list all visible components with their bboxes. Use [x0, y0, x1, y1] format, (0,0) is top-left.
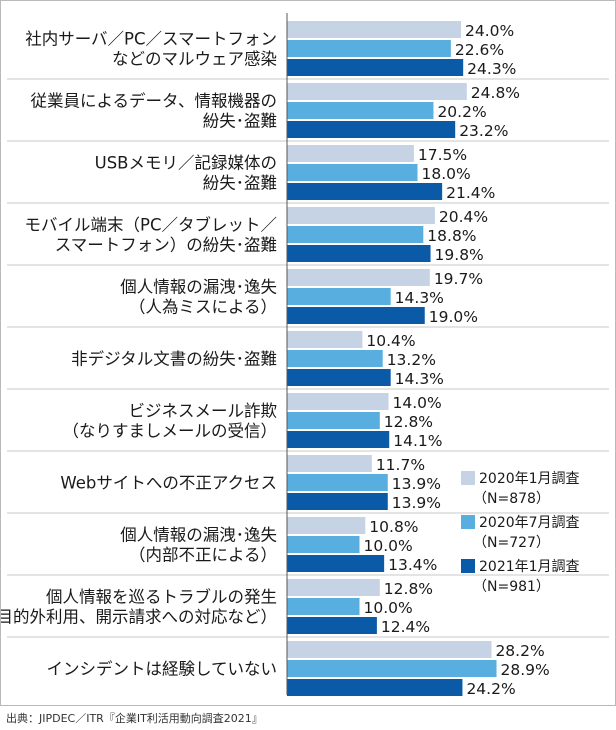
bar [287, 245, 431, 262]
data-label: 12.4% [381, 618, 430, 636]
category-label: 個人情報を巡るトラブルの発生 [46, 587, 277, 607]
data-label: 23.2% [459, 122, 508, 140]
bar [287, 660, 497, 677]
category-label: 非デジタル文書の紛失･盗難 [71, 349, 277, 369]
bar [287, 226, 424, 243]
category-label: インシデントは経験していない [46, 659, 277, 679]
bar [287, 536, 360, 553]
data-label: 18.8% [427, 227, 476, 245]
bar [287, 145, 414, 162]
bar [287, 517, 366, 534]
data-label: 18.0% [422, 165, 471, 183]
category-label: （人為ミスによる） [129, 298, 277, 317]
legend-sample-size: （N=727） [473, 535, 550, 551]
data-label: 19.0% [429, 308, 478, 326]
bar [287, 579, 380, 596]
data-label: 12.8% [384, 580, 433, 598]
category-label: 個人情報の漏洩･逸失 [120, 526, 277, 545]
data-label: 10.0% [364, 599, 413, 617]
bar [287, 431, 390, 448]
bar [287, 679, 463, 696]
data-label: 12.8% [384, 413, 433, 431]
data-label: 14.1% [393, 432, 442, 450]
legend-swatch [461, 515, 475, 529]
bar [287, 269, 430, 286]
chart-frame: 社内サーバ／PC／スマートフォン などのマルウェア感染従業員によるデータ、情報機器… [0, 0, 616, 706]
data-label: 20.2% [437, 103, 486, 121]
bar [287, 493, 388, 510]
data-label: 19.7% [434, 270, 483, 288]
legend-label: 2021年1月調査 [479, 559, 580, 575]
category-label: （内部不正による） [129, 546, 277, 565]
category-label: （目的外利用、開示請求への対応など） [1, 608, 277, 627]
bar [287, 40, 451, 57]
category-label: 個人情報の漏洩･逸失 [120, 278, 277, 297]
bar [287, 393, 389, 410]
bar-chart: 社内サーバ／PC／スマートフォンなどのマルウェア感染従業員によるデータ、情報機器… [1, 13, 609, 698]
source-note: 出典：JIPDEC／ITR『企業IT利活用動向調査2021』 [6, 712, 263, 725]
data-label: 20.4% [439, 208, 488, 226]
bar [287, 474, 388, 491]
data-label: 13.9% [392, 475, 441, 493]
bar [287, 455, 372, 472]
legend-swatch [461, 471, 475, 485]
category-label: などのマルウェア感染 [112, 50, 277, 69]
data-label: 19.8% [435, 246, 484, 264]
category-label: モバイル端末（PC／タブレット／ [25, 215, 277, 235]
data-label: 21.4% [446, 184, 495, 202]
category-label: 紛失･盗難 [203, 174, 277, 193]
data-label: 24.0% [465, 22, 514, 40]
bar [287, 641, 492, 658]
bar [287, 617, 377, 634]
bar [287, 307, 425, 324]
legend-swatch [461, 559, 475, 573]
category-label: 従業員によるデータ、情報機器の [30, 91, 277, 111]
legend-sample-size: （N=981） [473, 579, 550, 595]
bar [287, 102, 434, 119]
bar [287, 555, 385, 572]
legend-label: 2020年7月調査 [479, 515, 580, 531]
data-label: 13.9% [392, 494, 441, 512]
category-label: 紛失･盗難 [203, 112, 277, 131]
bar [287, 598, 360, 615]
data-label: 14.3% [395, 289, 444, 307]
data-label: 28.2% [495, 642, 544, 660]
category-label: Webサイトへの不正アクセス [60, 474, 277, 493]
data-label: 17.5% [418, 146, 467, 164]
data-label: 28.9% [501, 661, 550, 679]
category-label: スマートフォン）の紛失･盗難 [55, 236, 277, 255]
bar [287, 207, 435, 224]
category-label: USBメモリ／記録媒体の [95, 154, 277, 173]
data-label: 13.2% [387, 351, 436, 369]
bar [287, 21, 461, 38]
category-label: ビジネスメール詐欺 [129, 402, 278, 421]
data-label: 14.0% [393, 394, 442, 412]
bar [287, 121, 456, 138]
bar [287, 369, 391, 386]
data-label: 24.8% [471, 84, 520, 102]
data-label: 14.3% [395, 370, 444, 388]
category-label: 社内サーバ／PC／スマートフォン [25, 30, 277, 49]
bar [287, 331, 363, 348]
data-label: 10.0% [364, 537, 413, 555]
bar [287, 183, 443, 200]
bar [287, 83, 467, 100]
legend-label: 2020年1月調査 [479, 471, 580, 487]
legend-sample-size: （N=878） [473, 491, 550, 507]
bar [287, 412, 380, 429]
bar [287, 59, 464, 76]
data-label: 24.2% [466, 680, 515, 698]
bar [287, 288, 391, 305]
bar [287, 164, 418, 181]
bar [287, 350, 383, 367]
data-label: 24.3% [467, 60, 516, 78]
data-label: 13.4% [388, 556, 437, 574]
data-label: 10.4% [366, 332, 415, 350]
data-label: 10.8% [369, 518, 418, 536]
data-label: 11.7% [376, 456, 425, 474]
category-label: （なりすましメールの受信） [63, 422, 278, 441]
data-label: 22.6% [455, 41, 504, 59]
